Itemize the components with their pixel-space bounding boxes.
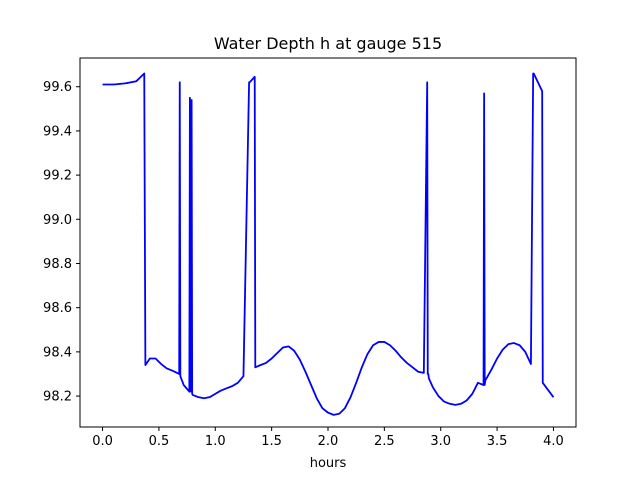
series-line [102, 72, 555, 416]
axes-frame [79, 57, 577, 428]
x-tick-label: 1.5 [261, 434, 282, 449]
x-tick-label: 3.0 [430, 434, 451, 449]
y-tick-label: 99.2 [43, 169, 72, 184]
x-tick-label: 0.0 [92, 434, 113, 449]
x-tick-label: 4.0 [543, 434, 564, 449]
y-tick-label: 98.4 [43, 345, 72, 360]
x-tick-label: 1.0 [205, 434, 226, 449]
x-tick-label: 0.5 [149, 434, 170, 449]
y-tick-label: 98.6 [43, 301, 72, 316]
plot-area [102, 72, 555, 416]
chart-title: Water Depth h at gauge 515 [214, 34, 442, 53]
y-tick-label: 99.0 [43, 213, 72, 228]
y-axis: 98.2 98.4 98.6 98.8 99.0 99.2 99.4 99.6 [43, 80, 80, 405]
x-axis-label: hours [310, 456, 347, 471]
x-tick-label: 2.0 [318, 434, 339, 449]
y-tick-label: 98.8 [43, 257, 72, 272]
y-tick-label: 98.2 [43, 390, 72, 405]
x-tick-label: 2.5 [374, 434, 395, 449]
y-tick-label: 99.6 [43, 80, 72, 95]
y-tick-label: 99.4 [43, 124, 72, 139]
x-tick-label: 3.5 [487, 434, 508, 449]
x-axis: 0.0 0.5 1.0 1.5 2.0 2.5 3.0 3.5 4.0 [92, 427, 564, 449]
